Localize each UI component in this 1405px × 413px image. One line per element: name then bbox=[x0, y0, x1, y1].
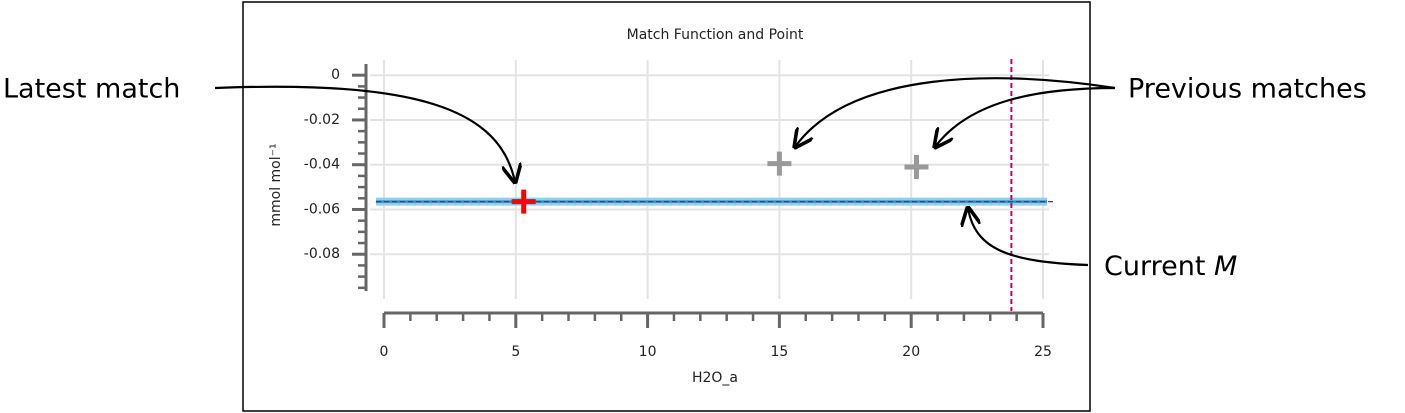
annotation-arrow bbox=[935, 86, 1116, 147]
point bbox=[511, 189, 536, 214]
annotation-text: M bbox=[1214, 251, 1237, 282]
y-tick-label: -0.08 bbox=[304, 246, 340, 262]
y-tick-label: -0.06 bbox=[304, 201, 340, 217]
y-tick-label: -0.02 bbox=[304, 112, 340, 128]
annotation-text: Current bbox=[1104, 251, 1205, 282]
y-tick-label: -0.04 bbox=[304, 157, 340, 173]
x-tick-label: 0 bbox=[380, 344, 389, 360]
y-axis-label: mmol mol⁻¹ bbox=[268, 143, 284, 226]
x-axis-label: H2O_a bbox=[692, 370, 738, 386]
x-tick-label: 25 bbox=[1034, 344, 1052, 360]
plot-area: 0 -0.02 -0.04 -0.06 -0.08 0 5 10 15 20 25 bbox=[304, 59, 1053, 360]
chart-frame bbox=[242, 1, 1091, 412]
x-tick-label: 20 bbox=[902, 344, 920, 360]
annotation: Previous matches bbox=[1128, 74, 1367, 105]
annotation-arrow bbox=[795, 77, 1116, 147]
x-tick-label: 10 bbox=[639, 344, 657, 360]
annotation: Latest match bbox=[3, 74, 180, 105]
x-tick-label: 5 bbox=[511, 344, 520, 360]
point bbox=[904, 154, 929, 179]
y-tick-label: 0 bbox=[331, 67, 340, 83]
x-tick-label: 15 bbox=[770, 344, 788, 360]
annotation-arrow bbox=[214, 85, 515, 182]
point bbox=[767, 151, 792, 176]
annotation: Current M bbox=[1104, 251, 1237, 282]
annotation-arrow bbox=[968, 208, 1089, 267]
chart-title: Match Function and Point bbox=[627, 27, 804, 43]
